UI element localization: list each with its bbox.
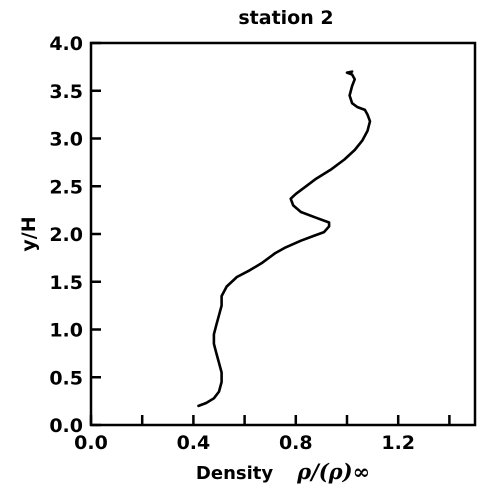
- y-tick-label: 4.0: [49, 33, 83, 55]
- x-tick-label: 1.2: [381, 432, 415, 454]
- y-tick-label: 2.0: [49, 224, 83, 246]
- y-tick-label: 0.0: [49, 415, 83, 437]
- y-tick-label: 0.5: [49, 367, 83, 389]
- x-tick-label: 0.4: [177, 432, 211, 454]
- y-tick-label: 3.5: [49, 81, 83, 103]
- x-axis-label-symbol: ρ/(ρ)∞: [296, 459, 370, 484]
- y-tick-label: 3.0: [49, 129, 83, 151]
- x-axis-label: Density ρ/(ρ)∞: [196, 459, 370, 484]
- x-axis-label-word: Density: [196, 463, 273, 484]
- y-axis-label: y/H: [18, 216, 40, 251]
- chart-title: station 2: [238, 7, 333, 29]
- density-profile-line: [197, 70, 372, 408]
- series-layer: [197, 70, 372, 408]
- y-tick-label: 1.0: [49, 320, 83, 342]
- x-axis-ticks: 0.0 0.4 0.8 1.2: [74, 415, 451, 454]
- y-tick-label: 1.5: [49, 272, 83, 294]
- plot-frame: [89, 41, 477, 427]
- y-axis-ticks: 0.0 0.5 1.0 1.5 2.0 2.5 3.0 3.5 4.0: [49, 33, 101, 437]
- x-tick-label: 0.8: [279, 432, 313, 454]
- y-tick-label: 2.5: [49, 176, 83, 198]
- x-tick-label: 0.0: [74, 432, 108, 454]
